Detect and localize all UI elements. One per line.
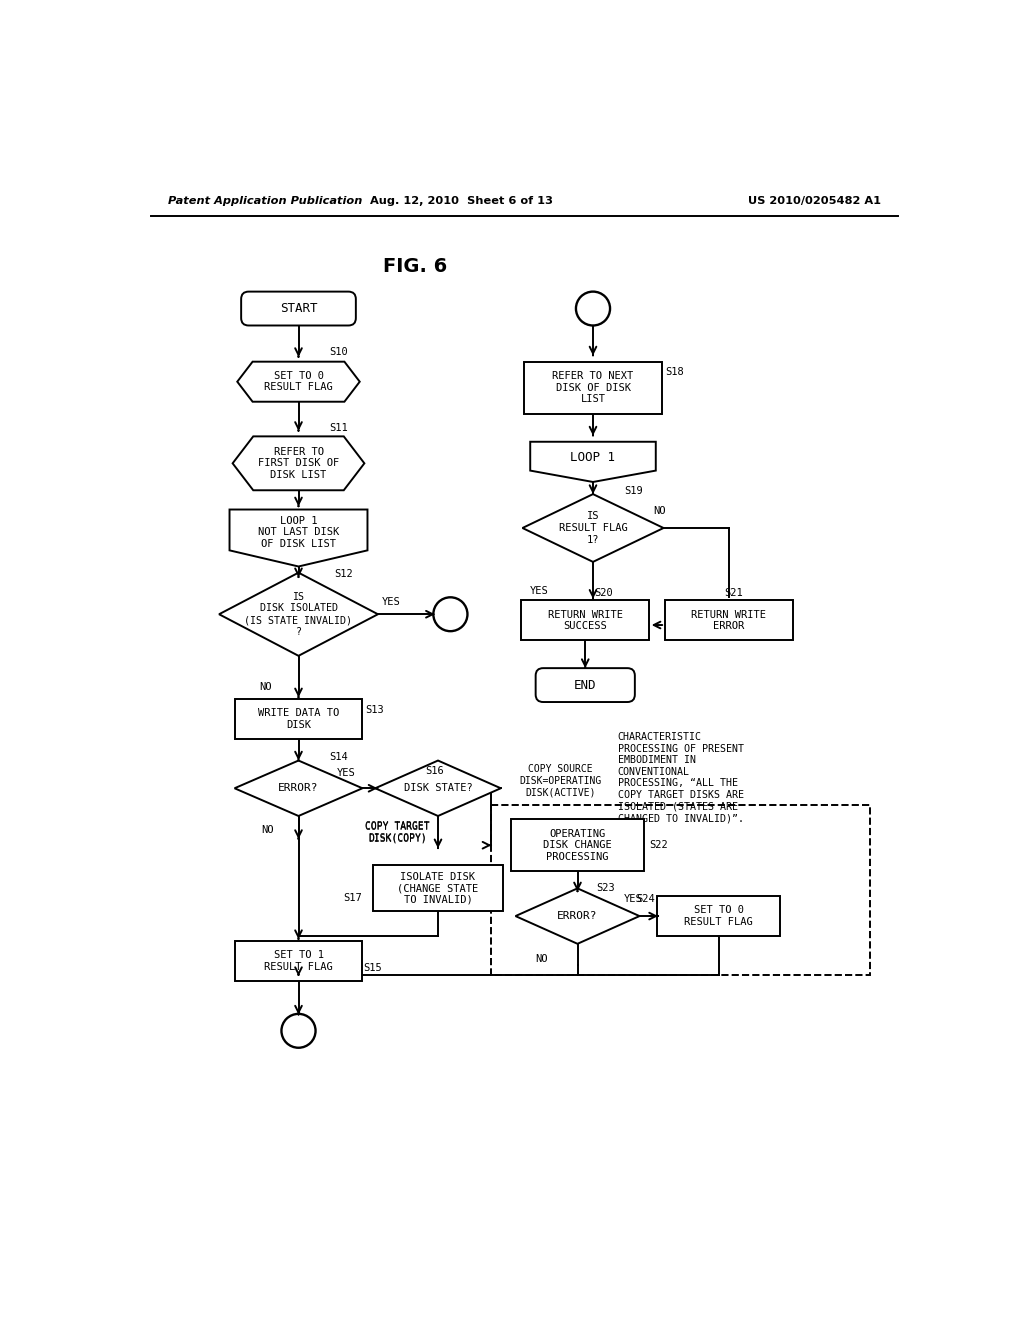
Text: S17: S17: [343, 892, 362, 903]
Bar: [665, 601, 793, 640]
Text: NO: NO: [260, 681, 272, 692]
Text: A: A: [446, 607, 455, 620]
Text: ERROR?: ERROR?: [557, 911, 598, 921]
Text: S10: S10: [330, 347, 348, 358]
Text: ISOLATE DISK
(CHANGE STATE
TO INVALID): ISOLATE DISK (CHANGE STATE TO INVALID): [397, 871, 478, 906]
Text: A: A: [295, 1024, 302, 1038]
Text: COPY SOURCE
DISK=OPERATING
DISK(ACTIVE): COPY SOURCE DISK=OPERATING DISK(ACTIVE): [519, 764, 602, 797]
Bar: [511, 818, 644, 871]
Text: COPY TARGET
DISK(COPY): COPY TARGET DISK(COPY): [366, 822, 430, 843]
Polygon shape: [522, 494, 664, 562]
Text: NO: NO: [653, 506, 666, 516]
Text: IS
DISK ISOLATED
(IS STATE INVALID)
?: IS DISK ISOLATED (IS STATE INVALID) ?: [245, 591, 352, 636]
Text: Patent Application Publication: Patent Application Publication: [168, 195, 362, 206]
Polygon shape: [238, 362, 359, 401]
Text: WRITE DATA TO
DISK: WRITE DATA TO DISK: [258, 708, 339, 730]
Text: S18: S18: [665, 367, 684, 376]
Text: S12: S12: [334, 569, 353, 579]
Text: YES: YES: [624, 894, 643, 904]
Text: S11: S11: [330, 422, 348, 433]
Text: SET TO 1
RESULT FLAG: SET TO 1 RESULT FLAG: [264, 950, 333, 972]
Text: SET TO 0
RESULT FLAG: SET TO 0 RESULT FLAG: [264, 371, 333, 392]
Text: S13: S13: [366, 705, 384, 714]
Bar: [521, 601, 649, 640]
Polygon shape: [530, 442, 655, 482]
Text: COPY TARGET
DISK(COPY): COPY TARGET DISK(COPY): [366, 821, 430, 842]
Text: YES: YES: [337, 768, 356, 777]
Text: DISK STATE?: DISK STATE?: [403, 783, 472, 793]
FancyBboxPatch shape: [536, 668, 635, 702]
Text: A: A: [589, 302, 597, 315]
Polygon shape: [234, 760, 362, 816]
FancyBboxPatch shape: [241, 292, 356, 326]
Text: US 2010/0205482 A1: US 2010/0205482 A1: [749, 195, 882, 206]
Circle shape: [433, 597, 467, 631]
Text: S20: S20: [595, 587, 613, 598]
Circle shape: [575, 292, 610, 326]
Text: S15: S15: [362, 964, 382, 973]
Text: S22: S22: [649, 841, 669, 850]
Text: S21: S21: [725, 587, 743, 598]
Text: YES: YES: [382, 597, 400, 607]
Text: LOOP 1
NOT LAST DISK
OF DISK LIST: LOOP 1 NOT LAST DISK OF DISK LIST: [258, 516, 339, 549]
Text: RETURN WRITE
ERROR: RETURN WRITE ERROR: [691, 610, 766, 631]
Text: Aug. 12, 2010  Sheet 6 of 13: Aug. 12, 2010 Sheet 6 of 13: [370, 195, 553, 206]
Text: IS
RESULT FLAG
1?: IS RESULT FLAG 1?: [559, 511, 628, 545]
Text: CHARACTERISTIC
PROCESSING OF PRESENT
EMBODIMENT IN
CONVENTIONAL
PROCESSING, “ALL: CHARACTERISTIC PROCESSING OF PRESENT EMB…: [617, 733, 743, 824]
Text: START: START: [280, 302, 317, 315]
Polygon shape: [229, 510, 368, 566]
Text: NO: NO: [261, 825, 273, 834]
Text: REFER TO
FIRST DISK OF
DISK LIST: REFER TO FIRST DISK OF DISK LIST: [258, 446, 339, 480]
Text: S23: S23: [596, 883, 614, 894]
Bar: [234, 700, 362, 739]
Polygon shape: [232, 437, 365, 490]
Bar: [234, 941, 362, 981]
Text: S24: S24: [636, 894, 655, 904]
Text: REFER TO NEXT
DISK OF DISK
LIST: REFER TO NEXT DISK OF DISK LIST: [552, 371, 634, 404]
Text: S14: S14: [330, 752, 348, 763]
Bar: [524, 362, 662, 414]
Text: NO: NO: [536, 954, 548, 964]
Text: S19: S19: [624, 486, 643, 496]
Text: FIG. 6: FIG. 6: [383, 256, 446, 276]
Bar: [490, 805, 870, 974]
Polygon shape: [515, 888, 640, 944]
Text: S16: S16: [426, 767, 444, 776]
Polygon shape: [219, 573, 378, 656]
Circle shape: [282, 1014, 315, 1048]
Bar: [373, 866, 503, 911]
Text: END: END: [574, 678, 597, 692]
Polygon shape: [375, 760, 501, 816]
Text: SET TO 0
RESULT FLAG: SET TO 0 RESULT FLAG: [684, 906, 753, 927]
Bar: [657, 896, 779, 936]
Text: YES: YES: [529, 586, 548, 597]
Text: OPERATING
DISK CHANGE
PROCESSING: OPERATING DISK CHANGE PROCESSING: [543, 829, 612, 862]
Text: ERROR?: ERROR?: [279, 783, 318, 793]
Text: LOOP 1: LOOP 1: [570, 451, 615, 465]
Text: RETURN WRITE
SUCCESS: RETURN WRITE SUCCESS: [548, 610, 623, 631]
